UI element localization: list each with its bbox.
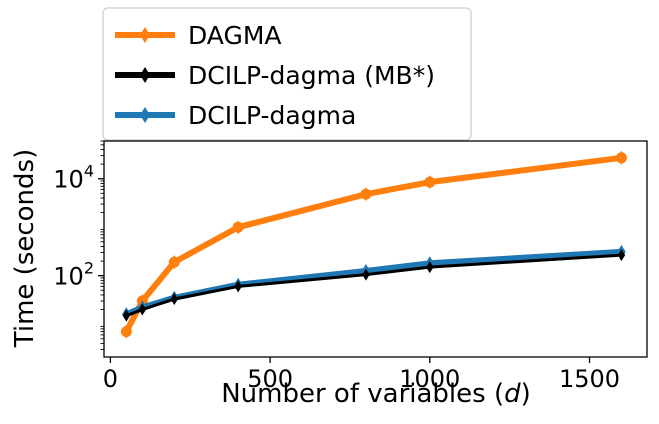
data-marker-dcilp-dagma-mb: [122, 309, 131, 322]
data-marker-dcilp-dagma-mb: [617, 249, 626, 262]
series-line-dcilp-dagma-mb: [124, 253, 623, 318]
data-marker-dcilp-dagma-mb: [362, 268, 370, 281]
series-dcilp-dagma-mb: [122, 249, 626, 322]
y-axis-label: Time (seconds): [10, 149, 40, 348]
y-tick-label: 104: [53, 162, 94, 194]
legend-swatch-marker: [140, 107, 150, 123]
x-axis-label-prefix: Number of variables (: [221, 379, 504, 409]
data-marker-dagma: [122, 324, 131, 339]
series-dagma: [120, 150, 627, 339]
plot-frame: [103, 140, 648, 358]
legend-entry-dcilp-dagma: DCILP-dagma: [115, 101, 356, 130]
data-marker-dcilp-dagma-mb: [138, 303, 147, 316]
x-tick-label: 500: [247, 365, 293, 393]
x-tick-label: 1500: [559, 365, 620, 393]
data-marker-dagma: [361, 187, 371, 202]
x-axis-label-suffix: ): [521, 379, 531, 409]
legend-swatch-marker: [140, 67, 150, 83]
legend-swatch-marker: [140, 27, 150, 43]
data-marker-dagma: [425, 175, 435, 190]
legend-frame: [102, 7, 472, 141]
y-tick-label: 102: [53, 259, 94, 291]
legend-entry-dagma: DAGMA: [115, 21, 282, 50]
data-marker-dcilp-dagma-mb: [426, 261, 434, 274]
legend-label: DCILP-dagma: [188, 101, 356, 130]
x-tick-label: 1000: [399, 365, 460, 393]
series-dcilp-dagma: [122, 244, 626, 322]
data-marker-dagma: [233, 220, 243, 235]
legend-entry-dcilp-dagma-mb: DCILP-dagma (MB*): [115, 61, 435, 90]
data-marker-dcilp-dagma-mb: [170, 293, 178, 306]
x-axis-label: Number of variables (d): [221, 379, 531, 409]
data-marker-dagma: [617, 150, 626, 165]
data-marker-dcilp-dagma-mb: [234, 280, 242, 293]
series-line-dagma: [123, 154, 625, 335]
x-tick-label: 0: [103, 365, 118, 393]
x-axis-label-variable: d: [504, 379, 521, 409]
plot-area: 0 500 1000 1500 102 104: [53, 140, 648, 393]
legend-label: DAGMA: [188, 21, 282, 50]
data-marker-dagma: [169, 255, 179, 270]
legend: DAGMA DCILP-dagma (MB*) DCILP-dagma: [102, 7, 472, 141]
legend-label: DCILP-dagma (MB*): [188, 61, 435, 90]
